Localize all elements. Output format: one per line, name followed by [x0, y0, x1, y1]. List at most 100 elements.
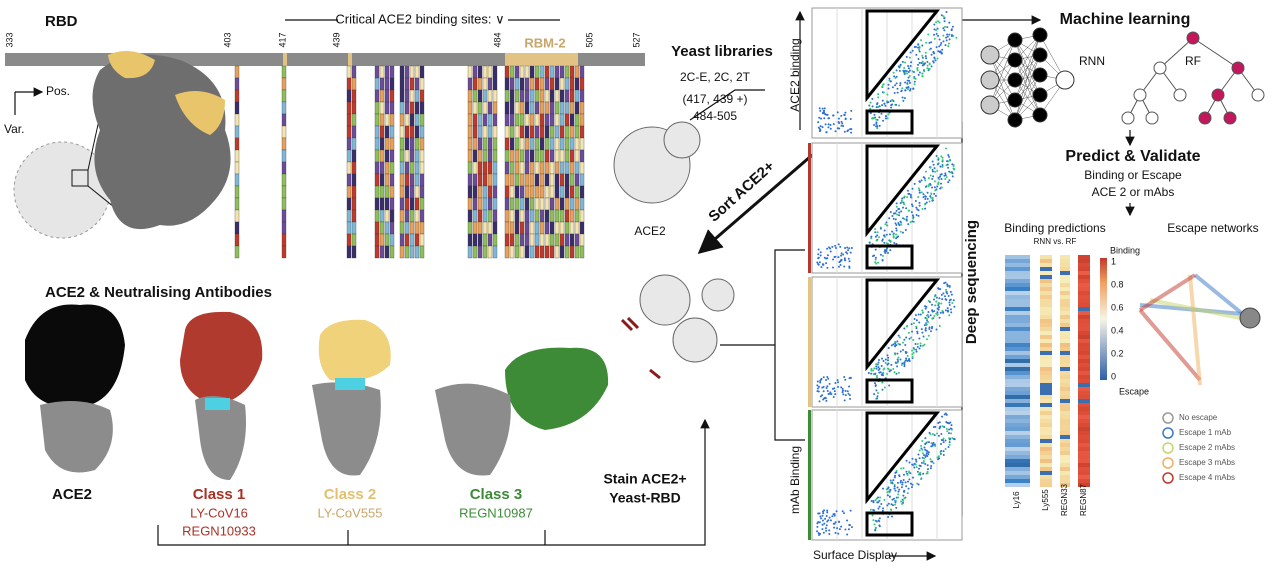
cell-dot	[825, 399, 828, 402]
cell-dot	[903, 97, 906, 100]
cell	[1005, 343, 1030, 347]
cell-dot	[946, 163, 949, 166]
stripe	[467, 233, 473, 247]
cell	[1060, 451, 1070, 455]
cell	[1060, 387, 1070, 391]
stripe	[574, 65, 580, 79]
stripe	[549, 173, 555, 187]
cell-dot	[882, 234, 885, 237]
cell-dot	[929, 195, 932, 198]
cell-dot	[891, 98, 894, 101]
cell-dot	[913, 466, 916, 469]
cell-dot	[820, 117, 823, 120]
stripe	[379, 161, 385, 175]
cell	[1040, 267, 1052, 271]
stripe	[524, 149, 530, 163]
stripe	[559, 89, 565, 103]
stripe	[351, 209, 357, 223]
stripe	[404, 197, 410, 211]
cell-dot	[909, 195, 912, 198]
stripe	[472, 173, 478, 187]
cell-dot	[927, 453, 930, 456]
stripe	[569, 209, 575, 223]
stripe	[569, 113, 575, 127]
cell-dot	[940, 42, 943, 45]
epitope	[205, 398, 230, 410]
cell-dot	[834, 130, 837, 133]
stripe	[472, 221, 478, 235]
stripe	[504, 125, 510, 139]
stripe	[384, 161, 390, 175]
cell-dot	[873, 509, 876, 512]
stripe	[351, 245, 357, 259]
cell-dot	[921, 60, 924, 63]
cell-dot	[899, 479, 902, 482]
cell-dot	[942, 437, 945, 440]
cell-dot	[826, 254, 829, 257]
cell-dot	[894, 345, 897, 348]
cell-dot	[896, 358, 899, 361]
stripe	[487, 65, 493, 79]
label: Binding or Escape	[1084, 168, 1182, 182]
cell-dot	[916, 66, 919, 69]
node	[1145, 111, 1159, 125]
stripe	[404, 209, 410, 223]
stripe	[554, 89, 560, 103]
stripe	[281, 149, 287, 163]
stripe	[472, 125, 478, 139]
stripe	[554, 209, 560, 223]
cell-dot	[942, 40, 945, 43]
escape-network	[1138, 273, 1261, 386]
stripe	[414, 113, 420, 127]
cell-dot	[936, 163, 939, 166]
cell-dot	[906, 215, 909, 218]
cell	[1040, 463, 1052, 467]
stripe	[504, 101, 510, 115]
stripe	[569, 89, 575, 103]
cell-dot	[816, 525, 819, 528]
cell	[1005, 267, 1030, 271]
cell-dot	[946, 421, 949, 424]
cell-dot	[897, 496, 900, 499]
cell-dot	[875, 389, 878, 392]
stripe	[399, 221, 405, 235]
stripe	[534, 149, 540, 163]
cell-dot	[900, 500, 903, 503]
stripe	[384, 233, 390, 247]
stripe	[559, 149, 565, 163]
column-label: REGN87	[1079, 483, 1088, 516]
stripe	[539, 245, 545, 259]
stripe	[514, 149, 520, 163]
stripe	[409, 101, 415, 115]
cell-dot	[925, 322, 928, 325]
cell-dot	[942, 441, 945, 444]
cell-dot	[843, 113, 846, 116]
cell-dot	[916, 332, 919, 335]
edge	[1159, 37, 1194, 69]
stripe	[379, 113, 385, 127]
stripe	[414, 173, 420, 187]
cell-dot	[930, 464, 933, 467]
cell-dot	[908, 193, 911, 196]
cell-dot	[842, 124, 845, 127]
cell-dot	[928, 328, 931, 331]
cell-dot	[874, 499, 877, 502]
sort-arrow	[697, 148, 819, 254]
stripe	[524, 185, 530, 199]
cell-dot	[896, 87, 899, 90]
stripe	[529, 185, 535, 199]
cell-dot	[877, 496, 880, 499]
cell-dot	[837, 385, 840, 388]
cell	[1078, 359, 1090, 363]
cell	[1078, 379, 1090, 383]
stripe	[509, 137, 515, 151]
class1-fab	[180, 311, 263, 405]
stripe	[419, 77, 425, 91]
stripe	[514, 161, 520, 175]
cell-dot	[888, 217, 891, 220]
cell-dot	[884, 223, 887, 226]
cell	[1078, 343, 1090, 347]
cell-dot	[895, 69, 898, 72]
node	[1007, 112, 1023, 128]
stripe	[409, 125, 415, 139]
